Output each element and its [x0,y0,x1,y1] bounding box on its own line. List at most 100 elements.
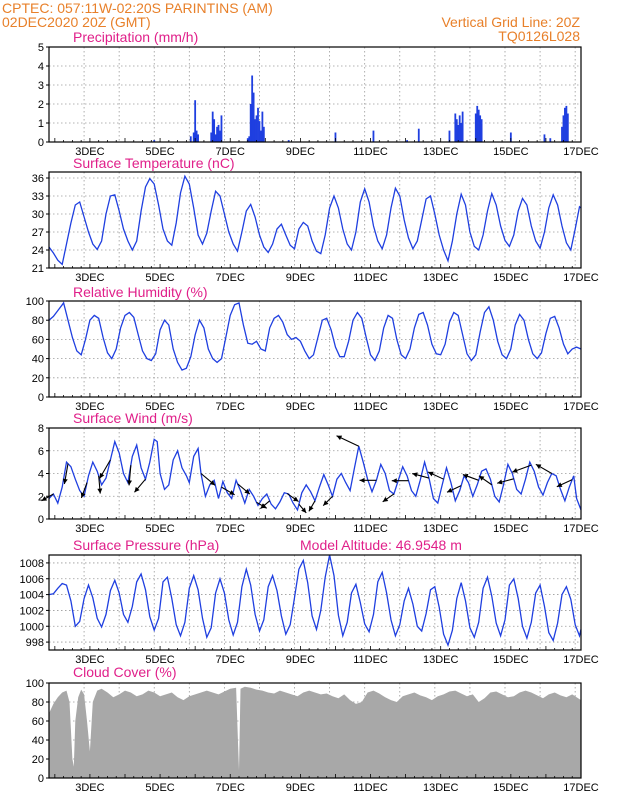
x-tick-label: 9DEC [286,146,315,158]
precip-bar [287,140,290,142]
x-tick-label: 5DEC [145,272,174,284]
precip-bar [448,130,451,142]
x-tick-label: 9DEC [286,272,315,284]
wind-arrow [308,500,316,512]
wind-panel: Surface Wind (m/s) 0 2 4 6 8 3DEC 5DEC 7DEC 9DEC 1… [38,410,599,535]
rh-y-ticks: 0 20 40 60 80 100 [26,296,49,404]
precip-bar [417,128,420,142]
y-tick-label: 80 [32,315,44,327]
wind-arrow [62,463,69,485]
y-tick-label: 21 [32,263,44,275]
wind-arrow [97,475,103,494]
pressure-panel: Surface Pressure (hPa) Model Altitude: 46… [20,537,599,666]
precip-bar [192,132,195,142]
panels: Precipitation (mm/h) 0 1 2 3 4 5 3DEC 5DEC 7DEC 9D… [20,29,599,794]
header: CPTEC: 057:11W-02:20S PARINTINS (AM) 02D… [2,0,580,44]
cloud-y-ticks: 0 20 40 60 80 100 [26,678,49,785]
wind-arrow [298,503,307,514]
x-tick-label: 15DEC [493,146,529,158]
y-tick-label: 4 [38,61,44,73]
x-tick-label: 5DEC [145,146,174,158]
precip-bar [216,126,218,142]
precip-grid [49,47,581,142]
wind-arrow [99,459,111,479]
precip-bar [564,107,566,142]
x-tick-label: 11DEC [353,523,388,535]
precip-bar [549,138,552,142]
wind-arrow [382,493,395,503]
precip-bar [251,75,254,142]
precip-bar [474,113,477,142]
wind-arrow [221,486,235,496]
x-tick-label: 11DEC [353,146,388,158]
cloud-series [49,686,581,778]
y-tick-label: 33 [32,191,44,203]
pressure-line [48,554,582,648]
x-tick-label: 15DEC [493,782,529,794]
wind-arrow [478,475,493,486]
x-tick-label: 5DEC [145,401,174,413]
wind-title: Surface Wind (m/s) [73,410,193,426]
wind-y-ticks: 0 2 4 6 8 [38,423,49,526]
precip-bar [372,130,375,142]
x-tick-label: 13DEC [423,401,459,413]
y-tick-label: 24 [32,245,44,257]
precip-bar [252,92,255,142]
precip-bar [457,124,460,142]
x-tick-label: 13DEC [423,272,459,284]
precip-bar [458,115,461,142]
x-tick-label: 9DEC [286,782,315,794]
y-tick-label: 1006 [20,574,44,586]
wind-x-ticks: 3DEC 5DEC 7DEC 9DEC 11DEC 13DEC 15DEC 17DEC [54,515,599,535]
precip-frame [48,46,582,143]
temp-y-ticks: 21 24 27 30 33 36 [32,173,49,275]
x-tick-label: 15DEC [493,654,529,666]
x-tick-label: 11DEC [353,272,388,284]
wind-arrow [556,479,573,488]
precip-series [153,75,569,142]
y-tick-label: 27 [32,227,44,239]
y-tick-label: 0 [38,392,44,404]
x-tick-label: 13DEC [423,523,459,535]
precip-x-ticks: 3DEC 5DEC 7DEC 9DEC 11DEC 13DEC 15DEC 17DEC [54,138,599,158]
y-tick-label: 20 [32,373,44,385]
precip-bar [455,119,458,142]
x-tick-label: 9DEC [286,401,315,413]
y-tick-label: 40 [32,354,44,366]
y-tick-label: 0 [38,773,44,785]
x-tick-label: 3DEC [75,523,104,535]
x-tick-label: 15DEC [493,523,529,535]
y-tick-label: 4 [38,469,44,481]
x-tick-label: 17DEC [563,654,599,666]
precip-panel: Precipitation (mm/h) 0 1 2 3 4 5 3DEC 5DEC 7DEC 9D… [38,29,599,158]
precip-bar [476,105,479,142]
y-tick-label: 3 [38,80,44,92]
header-run-time: 02DEC2020 20Z (GMT) [2,14,151,30]
precip-bar [480,119,483,142]
x-tick-label: 9DEC [286,523,315,535]
precip-bar [153,140,156,142]
wind-arrow [446,485,462,493]
x-tick-label: 7DEC [216,654,245,666]
temp-x-ticks: 3DEC 5DEC 7DEC 9DEC 11DEC 13DEC 15DEC 17DEC [54,264,599,284]
wind-arrow [512,464,532,473]
rh-panel: Relative Humidity (%) 0 20 40 60 80 100 3DEC 5DE… [26,284,599,413]
precip-bar [220,115,223,142]
precip-bar [543,134,546,142]
temp-grid [49,172,581,268]
wind-arrow [127,465,133,486]
y-tick-label: 0 [38,514,44,526]
precip-bar [213,119,216,142]
wind-arrow [359,477,377,483]
wind-arrow [286,493,299,502]
rh-x-ticks: 3DEC 5DEC 7DEC 9DEC 11DEC 13DEC 15DEC 17DEC [54,393,599,413]
x-tick-label: 15DEC [493,272,529,284]
x-tick-label: 17DEC [563,782,599,794]
pressure-title: Surface Pressure (hPa) [73,537,219,553]
y-tick-label: 2 [38,99,44,111]
precip-bar [248,136,251,142]
x-tick-label: 13DEC [423,146,459,158]
wind-arrow [41,493,54,502]
precip-bar [211,111,214,142]
